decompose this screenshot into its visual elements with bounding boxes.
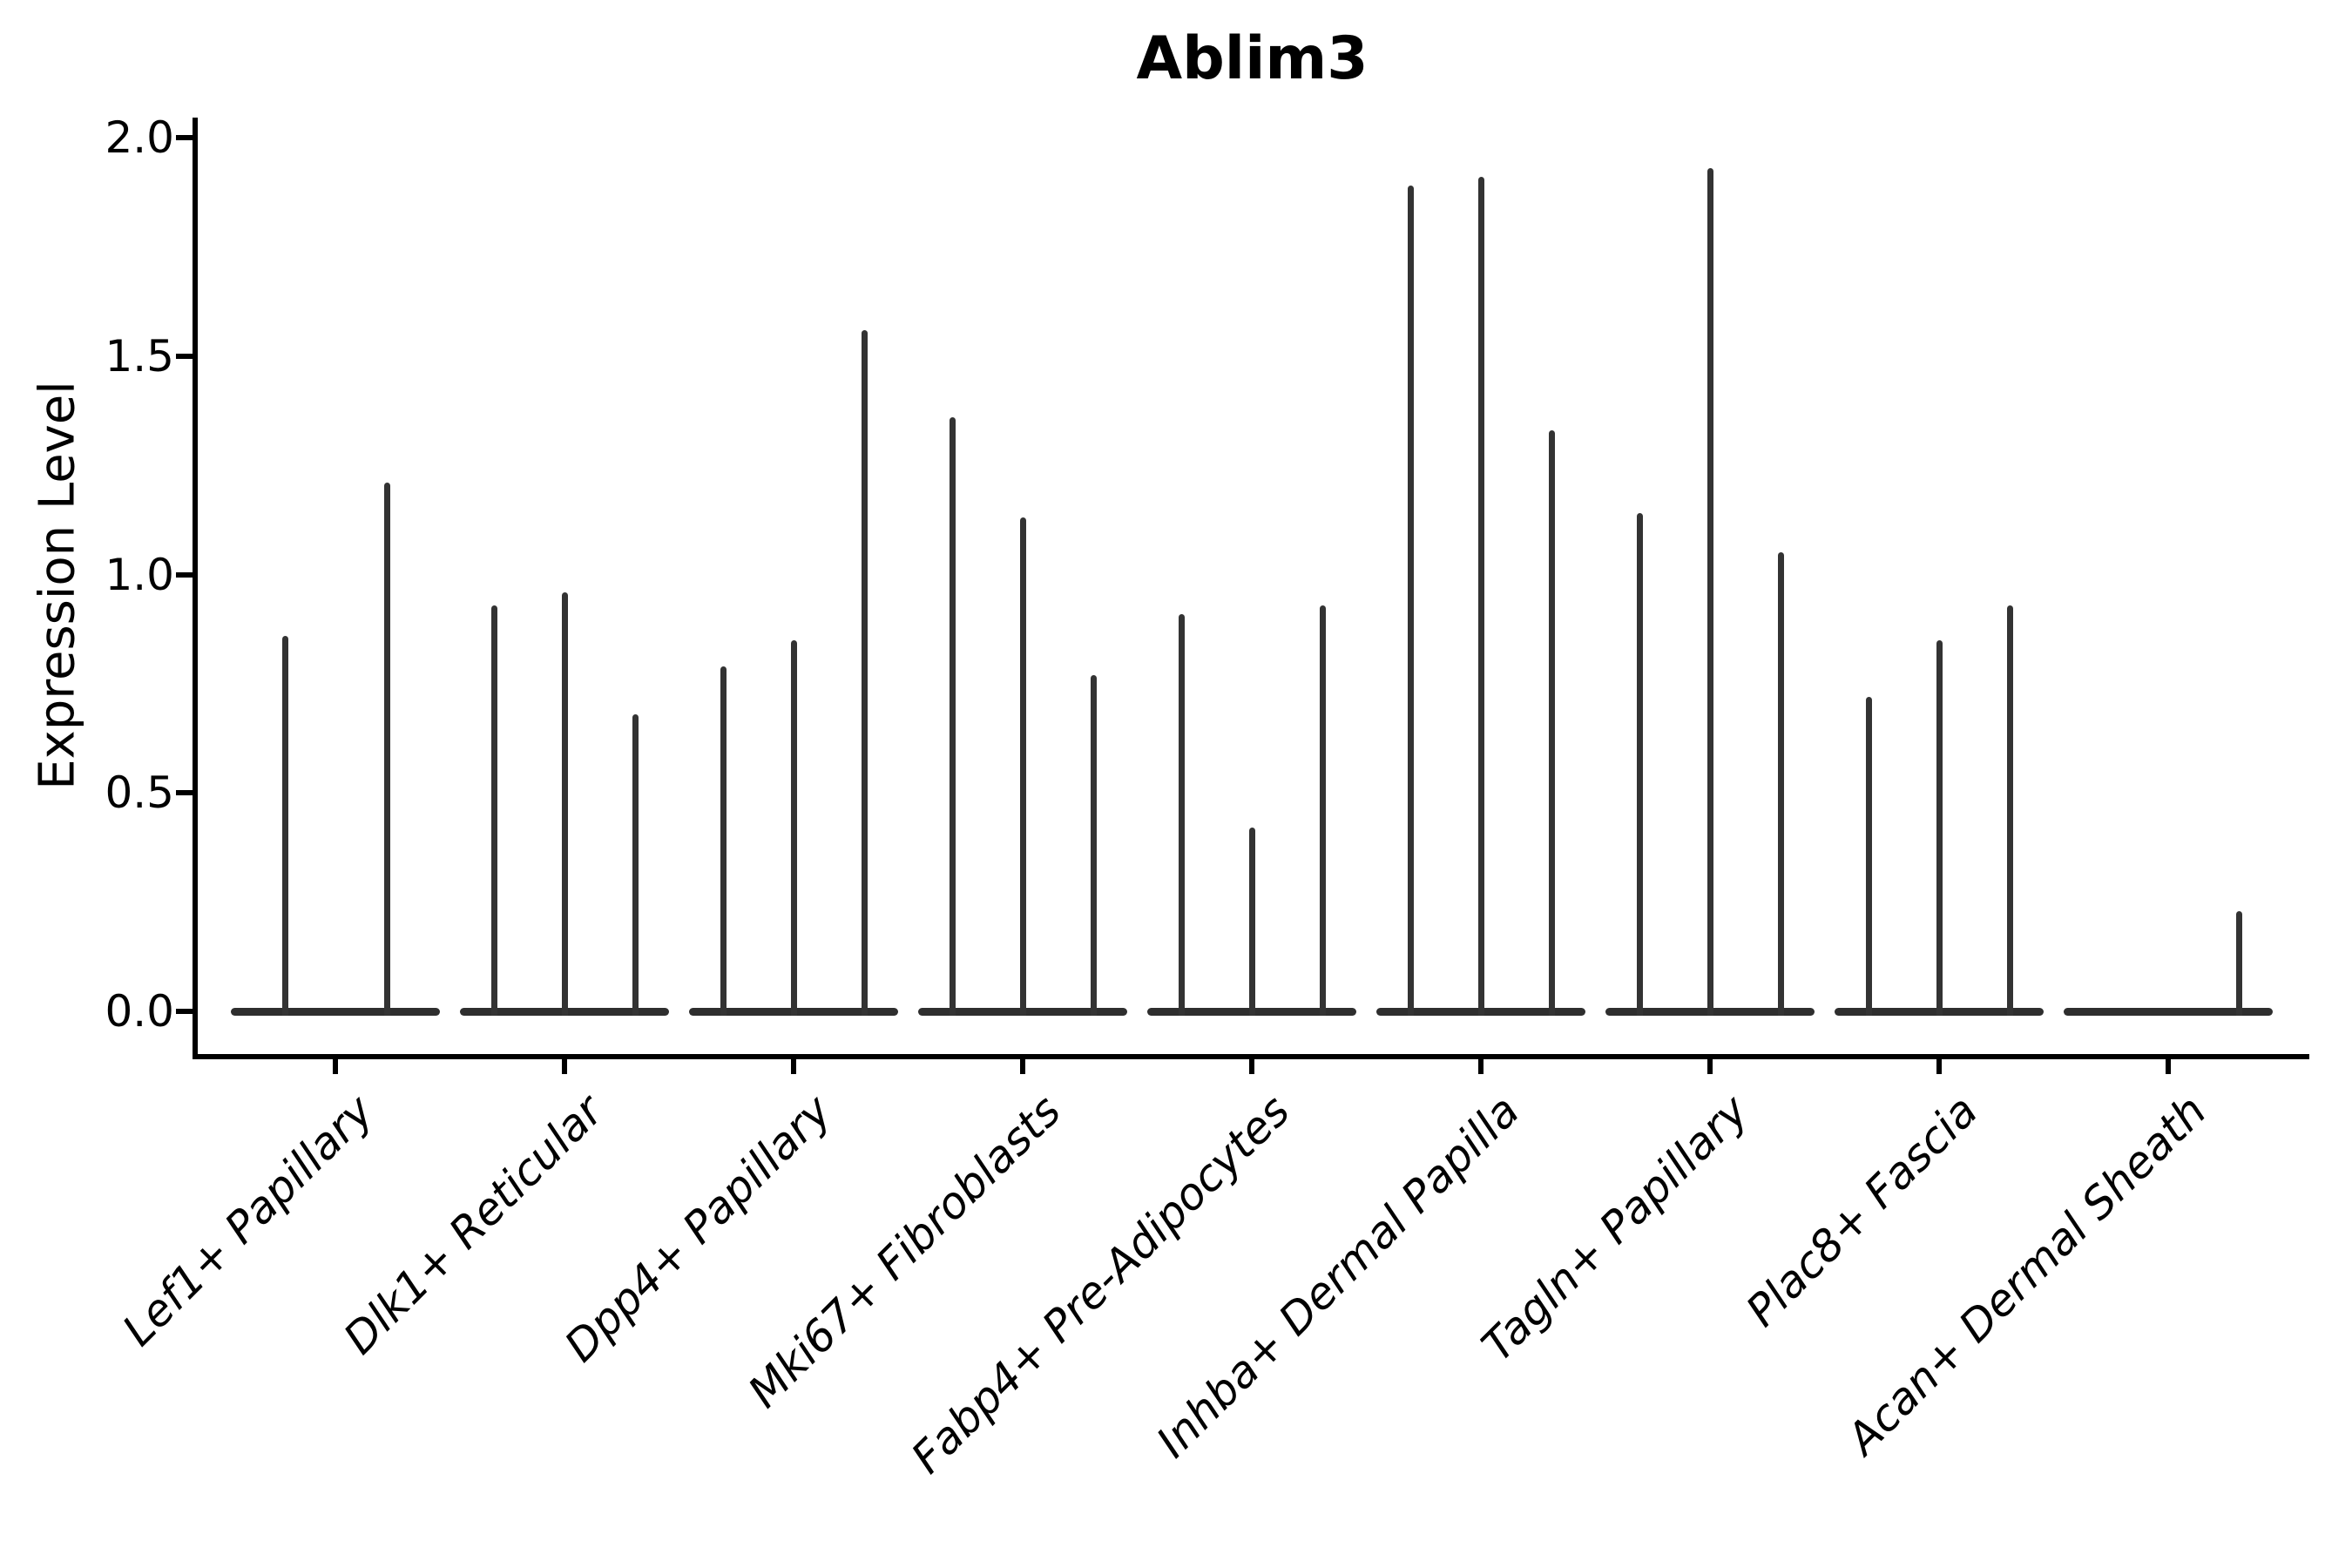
x-tick xyxy=(1936,1059,1942,1074)
violin-spike xyxy=(1936,639,1943,1016)
x-tick-label: Fabp4+ Pre-Adipocytes xyxy=(902,1085,1301,1484)
violin-spike xyxy=(1019,517,1026,1016)
violin-spike xyxy=(1477,177,1484,1016)
y-tick xyxy=(176,571,193,578)
violin-spike xyxy=(490,605,497,1016)
x-tick xyxy=(791,1059,796,1074)
chart-title: Ablim3 xyxy=(1136,24,1369,93)
violin-spike xyxy=(561,591,568,1016)
y-tick xyxy=(176,353,193,359)
violin-spike xyxy=(1548,430,1555,1016)
y-tick-label: 0.0 xyxy=(105,986,174,1037)
violin-spike xyxy=(281,635,288,1016)
x-tick-label: Plac8+ Fascia xyxy=(1736,1085,1988,1336)
violin-spike xyxy=(1707,168,1713,1016)
y-tick xyxy=(176,790,193,796)
y-tick-label: 2.0 xyxy=(105,112,174,163)
x-tick xyxy=(1707,1059,1713,1074)
violin-spike xyxy=(1636,513,1643,1016)
x-axis-spine xyxy=(193,1054,2309,1059)
violin-spike xyxy=(632,713,639,1016)
x-tick xyxy=(1478,1059,1484,1074)
x-tick xyxy=(562,1059,567,1074)
violin-spike xyxy=(1248,828,1255,1016)
violin-spike xyxy=(861,329,868,1016)
violin-baseline xyxy=(231,1008,440,1016)
violin-spike xyxy=(1319,605,1326,1016)
y-tick-label: 0.5 xyxy=(105,767,174,819)
violin-spike xyxy=(1865,696,1872,1016)
violin-spike xyxy=(383,483,390,1016)
violin-spike xyxy=(1407,186,1414,1016)
violin-spike xyxy=(2006,605,2013,1016)
violin-spike xyxy=(1777,552,1784,1016)
y-axis-spine xyxy=(193,118,198,1059)
x-tick xyxy=(1020,1059,1025,1074)
violin-spike xyxy=(720,666,727,1016)
x-tick xyxy=(333,1059,338,1074)
x-tick-label: Inhba+ Dermal Papilla xyxy=(1146,1085,1530,1468)
x-tick-label: Lef1+ Papillary xyxy=(112,1085,384,1356)
x-tick xyxy=(2166,1059,2171,1074)
violin-baseline xyxy=(2064,1008,2273,1016)
y-tick-label: 1.0 xyxy=(105,549,174,600)
violin-spike xyxy=(790,639,797,1016)
y-tick xyxy=(176,135,193,140)
violin-spike xyxy=(2235,910,2242,1016)
y-tick-label: 1.5 xyxy=(105,330,174,382)
violin-spike xyxy=(1090,674,1097,1016)
x-tick xyxy=(1249,1059,1254,1074)
violin-spike xyxy=(949,416,956,1016)
y-tick xyxy=(176,1009,193,1014)
violin-spike xyxy=(1178,613,1185,1016)
